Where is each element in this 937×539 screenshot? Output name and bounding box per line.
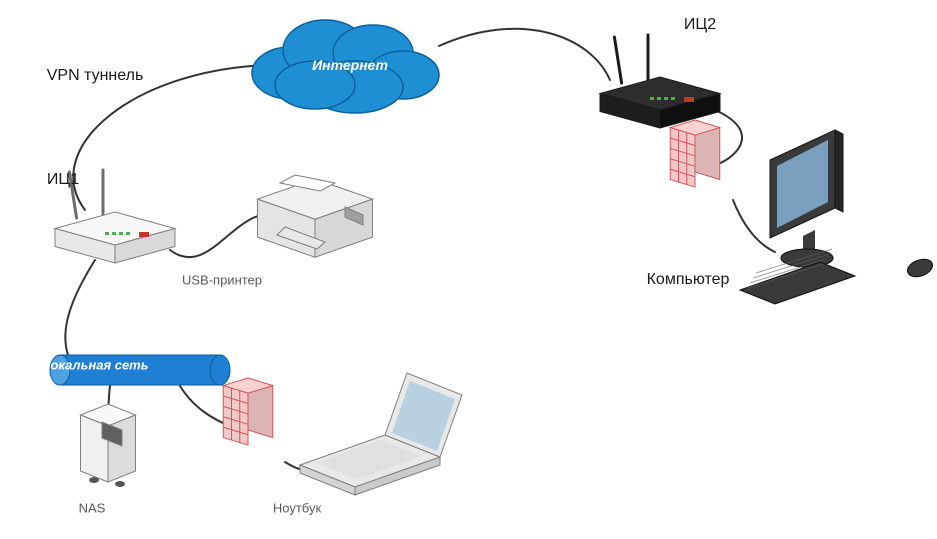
vpn-tunnel-label: VPN туннель [47, 67, 144, 85]
computer-label: Компьютер [647, 271, 730, 289]
mouse-icon [905, 256, 935, 280]
usb-printer-label: USB-принтер [182, 273, 262, 288]
router-ic2-icon [600, 35, 720, 128]
cloud-to-router2 [439, 29, 610, 80]
printer-icon [258, 175, 373, 257]
fw1-to-pc [733, 200, 775, 252]
ic2-label: ИЦ2 [684, 16, 716, 34]
firewall-bottom-icon [223, 378, 273, 445]
router1-to-lan [65, 260, 95, 355]
nas-icon [81, 404, 136, 487]
lan-label: Локальная сеть [42, 358, 149, 373]
laptop-icon [300, 373, 462, 495]
firewall-right-icon [670, 120, 720, 187]
nas-label: NAS [79, 501, 106, 516]
laptop-label: Ноутбук [273, 501, 321, 516]
internet-label: Интернет [312, 57, 388, 73]
network-diagram: VPN туннель Интернет ИЦ2 ИЦ1 USB-принтер… [0, 0, 937, 539]
monitor-icon [770, 130, 843, 267]
ic1-label: ИЦ1 [47, 171, 79, 189]
